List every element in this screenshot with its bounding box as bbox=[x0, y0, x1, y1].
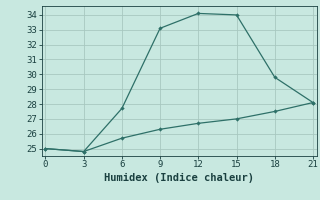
X-axis label: Humidex (Indice chaleur): Humidex (Indice chaleur) bbox=[104, 173, 254, 183]
